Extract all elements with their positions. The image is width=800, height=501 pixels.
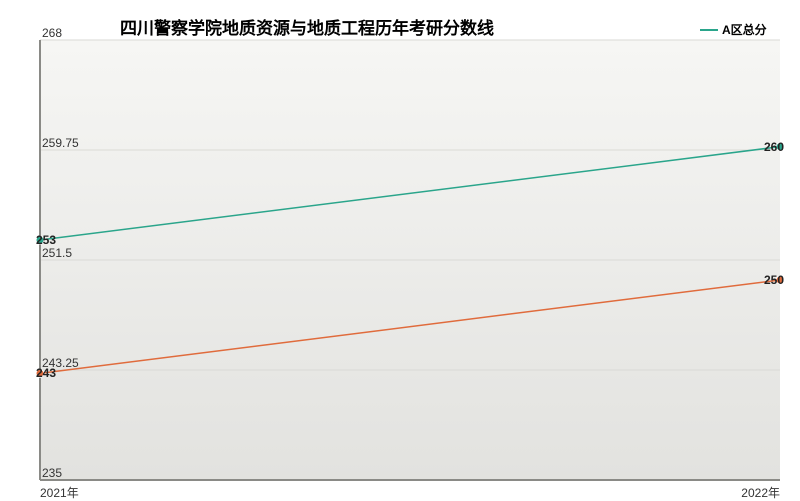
chart-container: 四川警察学院地质资源与地质工程历年考研分数线 A区总分 B区总分 235243.… <box>0 0 800 500</box>
plot-area <box>0 0 800 500</box>
